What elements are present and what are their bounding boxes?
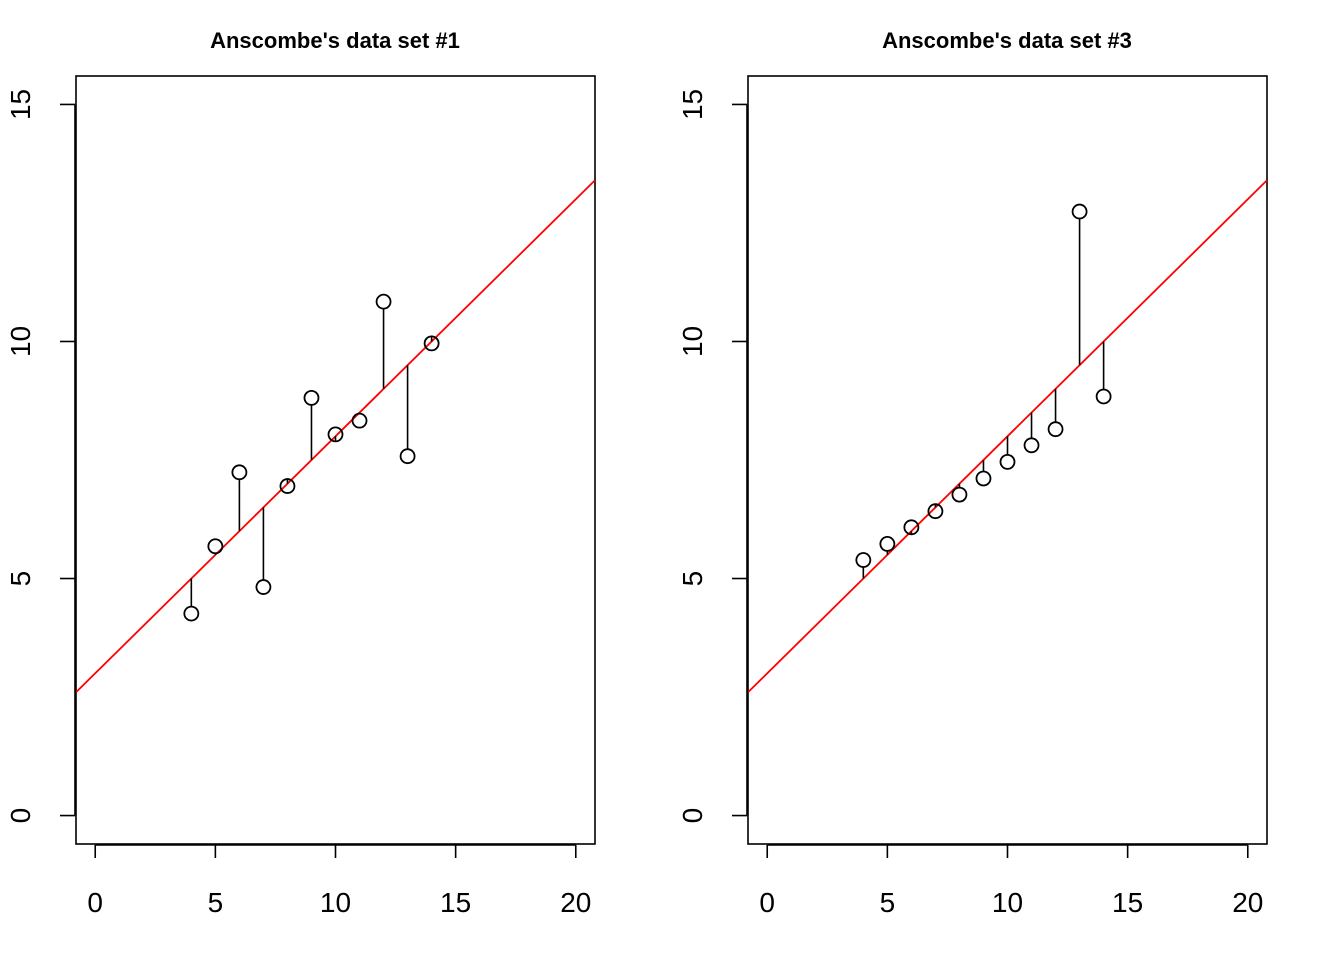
data-point — [327, 426, 344, 443]
data-point — [279, 478, 296, 494]
data-point — [399, 448, 416, 465]
x-tick-label: 20 — [1232, 887, 1263, 918]
data-point — [1095, 388, 1112, 405]
data-point — [303, 389, 320, 406]
x-tick-label: 0 — [759, 887, 775, 918]
chart-title: Anscombe's data set #3 — [882, 28, 1132, 53]
data-point — [231, 464, 248, 481]
panel-data-set-1: Anscombe's data set #1 0 5 10 15 20 0 5 10 15 — [5, 28, 596, 918]
y-tick-label: 15 — [677, 89, 708, 120]
x-tick-label: 10 — [992, 887, 1023, 918]
chart-title: Anscombe's data set #1 — [210, 28, 460, 53]
data-point — [207, 538, 224, 555]
y-tick-label: 0 — [5, 808, 36, 824]
y-tick-label: 5 — [677, 571, 708, 587]
data-point — [351, 412, 368, 429]
data-point — [879, 536, 896, 552]
x-tick-label: 5 — [880, 887, 896, 918]
x-tick-label: 15 — [1112, 887, 1143, 918]
data-point — [951, 486, 968, 503]
y-tick-label: 10 — [677, 326, 708, 357]
data-point — [1047, 421, 1064, 438]
data-point — [975, 470, 992, 487]
y-tick-label: 0 — [677, 808, 708, 824]
x-tick-label: 15 — [440, 887, 471, 918]
plot-marks: 0 5 10 15 20 0 5 10 15 — [5, 89, 595, 918]
data-point — [375, 293, 392, 310]
plot-frame — [747, 75, 1268, 845]
x-tick-label: 5 — [208, 887, 224, 918]
y-tick-label: 5 — [5, 571, 36, 587]
plot-marks: 0 5 10 15 20 0 5 10 15 — [677, 89, 1267, 918]
x-tick-label: 0 — [87, 887, 103, 918]
data-point — [1023, 437, 1040, 454]
x-tick-label: 10 — [320, 887, 351, 918]
data-point — [255, 579, 272, 595]
data-point — [999, 453, 1016, 470]
data-point — [855, 552, 872, 568]
panel-data-set-3: Anscombe's data set #3 0 5 10 15 20 0 5 10 15 — [677, 28, 1268, 918]
plot-frame — [75, 75, 596, 845]
x-tick-label: 20 — [560, 887, 591, 918]
y-tick-label: 10 — [5, 326, 36, 357]
data-point — [183, 605, 200, 622]
y-tick-label: 15 — [5, 89, 36, 120]
data-point — [1071, 203, 1088, 220]
data-point — [903, 519, 920, 536]
data-point — [423, 335, 440, 352]
data-point — [927, 503, 944, 520]
